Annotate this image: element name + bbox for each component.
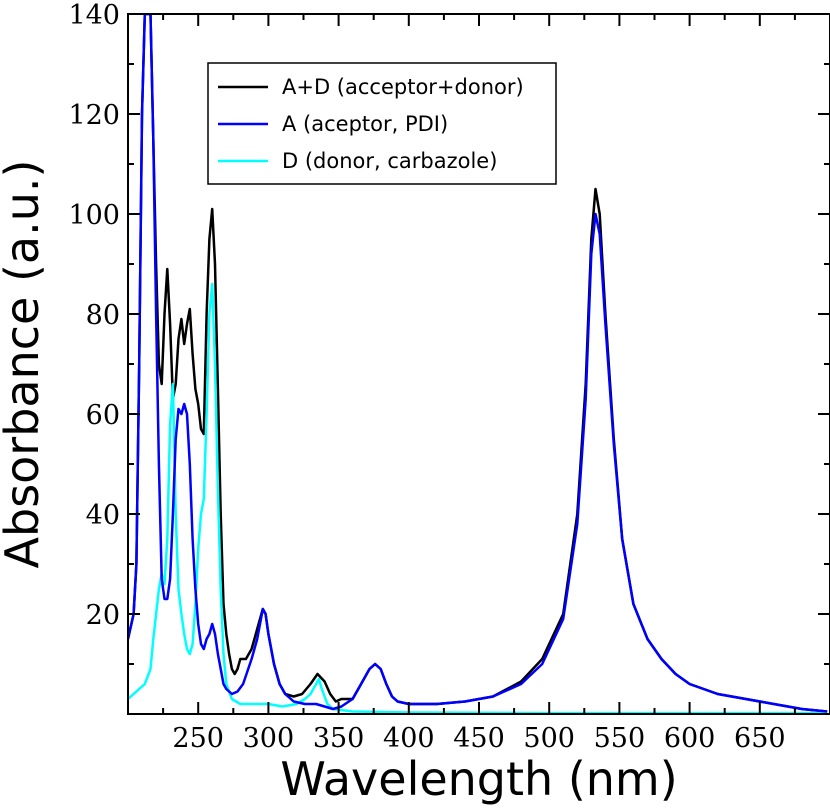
legend-label: A (aceptor, PDI) <box>282 112 448 136</box>
y-tick-label: 20 <box>86 600 120 631</box>
y-tick-label: 100 <box>68 200 120 231</box>
x-tick-label: 550 <box>594 723 646 754</box>
x-axis-title: Wavelength (nm) <box>280 752 677 806</box>
x-tick-label: 600 <box>664 723 716 754</box>
x-tick-label: 350 <box>313 723 365 754</box>
legend-label: A+D (acceptor+donor) <box>282 75 524 99</box>
y-tick-label: 140 <box>68 0 120 31</box>
y-axis-title: Absorbance (a.u.) <box>0 160 49 569</box>
x-tick-label: 300 <box>243 723 295 754</box>
x-tick-label: 650 <box>734 723 786 754</box>
y-tick-label: 40 <box>86 500 120 531</box>
x-tick-label: 450 <box>453 723 505 754</box>
x-tick-label: 500 <box>523 723 575 754</box>
series-layer <box>128 14 828 714</box>
y-tick-label: 120 <box>68 100 120 131</box>
legend-label: D (donor, carbazole) <box>282 149 497 173</box>
y-tick-label: 80 <box>86 300 120 331</box>
axis-ticks: 250 300 350 400 450 500 550 600 650 20 40 60 80 100 12… <box>68 0 830 754</box>
y-tick-label: 60 <box>86 400 120 431</box>
x-tick-label: 250 <box>172 723 224 754</box>
legend: A+D (acceptor+donor) A (aceptor, PDI) D (d… <box>207 62 557 185</box>
x-tick-label: 400 <box>383 723 435 754</box>
series-line-1 <box>128 14 828 713</box>
